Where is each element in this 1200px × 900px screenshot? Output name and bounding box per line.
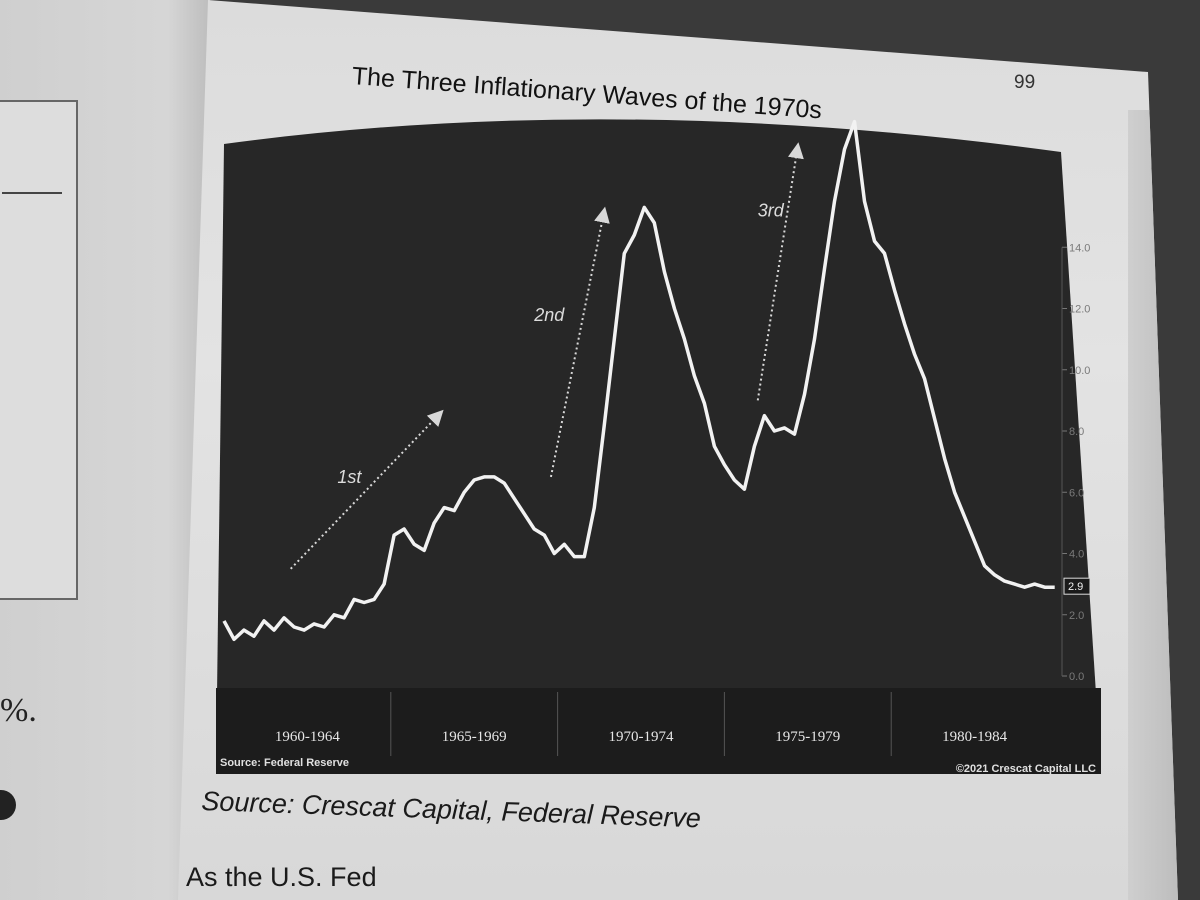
y-tick-label: 4.0: [1069, 549, 1084, 561]
wave-annotations: 1st 2nd 3rd: [289, 142, 804, 570]
y-axis-ticks: 0.0 2.0 4.0 6.0 8.0 10.0 12.0 14.0: [1061, 242, 1090, 683]
y-tick-label: 0.0: [1069, 671, 1084, 683]
chart-svg: 1960-1964 1965-1969 1970-1974 1975-1979 1980…: [216, 119, 1101, 775]
last-value-label-group: 2.9: [1063, 577, 1091, 595]
left-page-figure: [0, 100, 78, 600]
inflation-line: [222, 119, 1055, 642]
wave-label: 3rd: [758, 201, 785, 221]
last-value-box: [1063, 577, 1091, 595]
y-tick-label: 2.0: [1069, 610, 1084, 622]
source-right: ©2021 Crescat Capital LLC: [956, 763, 1096, 775]
x-axis-band-bg: [216, 688, 1101, 774]
source-left: Source: Federal Reserve: [220, 757, 349, 769]
period-label: 1970-1974: [609, 729, 674, 745]
period-label: 1960-1964: [275, 729, 340, 745]
period-label: 1975-1979: [775, 729, 840, 745]
left-page-text: %.: [0, 692, 37, 729]
page-edge: [1128, 110, 1178, 900]
page-number: 99: [1014, 72, 1036, 93]
y-tick-label: 14.0: [1069, 242, 1090, 254]
y-tick-label: 10.0: [1069, 365, 1090, 377]
wave-label: 2nd: [533, 305, 565, 325]
chart: 1960-1964 1965-1969 1970-1974 1975-1979 1980…: [216, 96, 1116, 786]
chart-background: [216, 119, 1101, 775]
wave-arrow: [549, 206, 610, 478]
chart-footer: Source: Federal Reserve ©2021 Crescat Cap…: [220, 757, 1096, 775]
y-tick-label: 8.0: [1069, 426, 1084, 438]
left-figure-line: [2, 192, 62, 194]
last-value-label: 2.9: [1068, 581, 1083, 593]
period-label: 1980-1984: [942, 729, 1007, 745]
body-text: As the U.S. Fed: [186, 862, 377, 892]
wave-arrow: [289, 409, 444, 570]
left-page-dot: [0, 790, 16, 820]
wave-label: 1st: [337, 467, 362, 487]
y-tick-label: 6.0: [1069, 487, 1084, 499]
left-page: %.: [0, 0, 210, 900]
period-label: 1965-1969: [442, 729, 507, 745]
y-tick-label: 12.0: [1069, 304, 1090, 316]
x-axis-band: 1960-1964 1965-1969 1970-1974 1975-1979 1980…: [216, 688, 1101, 774]
